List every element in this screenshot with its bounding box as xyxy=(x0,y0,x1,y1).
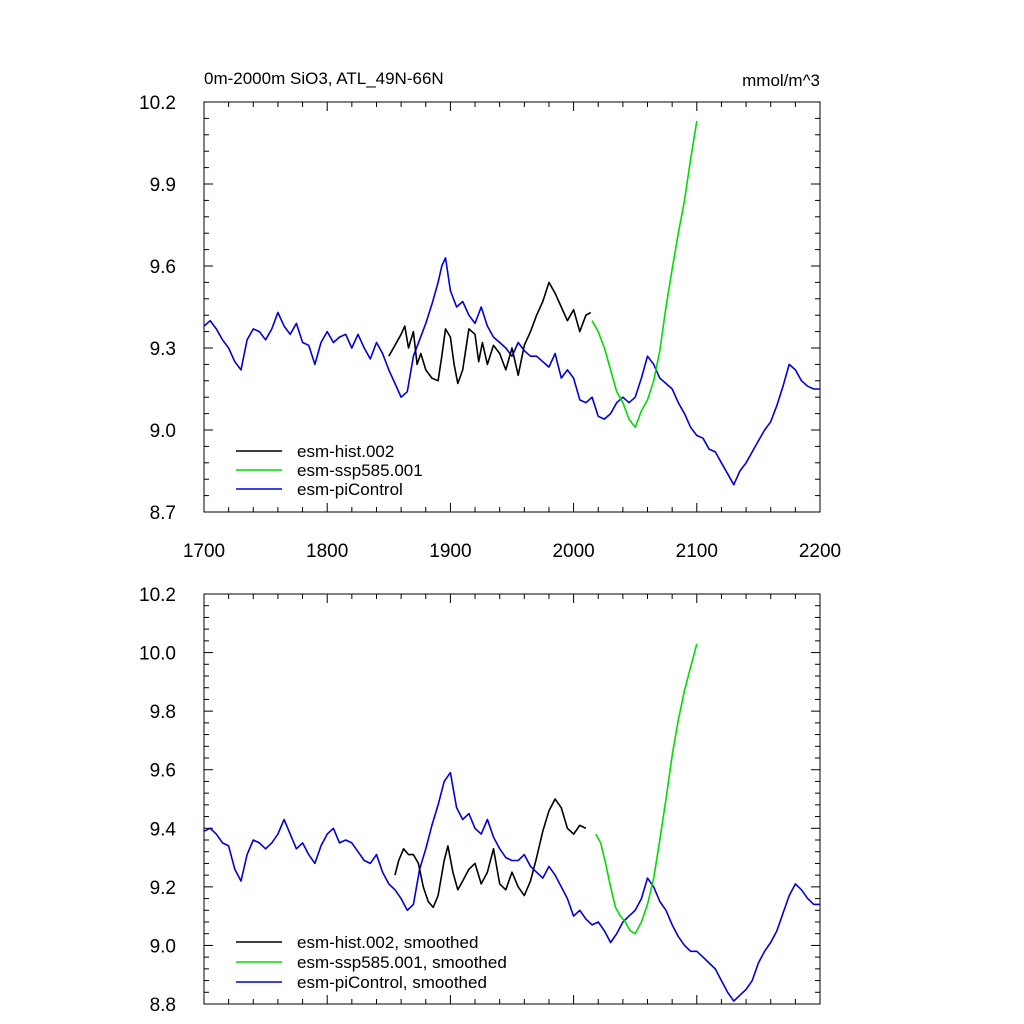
top-y-tick-labels: 8.7 9.0 9.3 9.6 9.9 10.2 xyxy=(139,93,176,524)
y-tick-label: 9.2 xyxy=(150,878,176,899)
series-line-esm-hist-002 xyxy=(394,798,587,909)
legend-label: esm-hist.002, smoothed xyxy=(297,933,478,952)
top-x-tick-labels: 1700 1800 1900 2000 2100 2200 xyxy=(183,541,841,562)
legend-label: esm-piControl, smoothed xyxy=(297,973,487,992)
y-tick-label: 9.8 xyxy=(150,702,176,723)
y-tick-label: 9.4 xyxy=(150,819,177,840)
x-tick-label: 1800 xyxy=(306,541,348,562)
y-tick-label: 10.2 xyxy=(139,585,176,606)
series-line-esm-ssp585-001 xyxy=(595,643,698,935)
top-panel: 0m-2000m SiO3, ATL_49N-66N mmol/m^3 8.7 9… xyxy=(139,69,841,562)
x-tick-label: 2200 xyxy=(799,541,841,562)
bottom-ticks xyxy=(203,593,821,1005)
y-tick-label: 10.2 xyxy=(139,93,176,114)
y-tick-label: 9.3 xyxy=(150,339,176,360)
legend-label: esm-ssp585.001 xyxy=(297,461,423,480)
y-tick-label: 8.7 xyxy=(150,503,176,524)
x-tick-label: 2000 xyxy=(552,541,594,562)
y-tick-label: 10.0 xyxy=(139,644,176,665)
y-tick-label: 9.0 xyxy=(150,936,176,957)
series-line-esm-piControl xyxy=(203,771,820,1002)
legend-label: esm-piControl xyxy=(297,480,403,499)
top-ticks xyxy=(203,101,821,513)
x-tick-label: 1900 xyxy=(429,541,471,562)
top-units-label: mmol/m^3 xyxy=(742,71,820,90)
x-tick-label: 2100 xyxy=(676,541,718,562)
series-line-esm-hist-002 xyxy=(388,281,592,385)
bottom-panel: 8.8 9.0 9.2 9.4 9.6 9.8 10.0 10.2 esm-hist.002,… xyxy=(139,585,821,1016)
series-line-esm-piControl xyxy=(203,256,820,486)
y-tick-label: 8.8 xyxy=(150,995,176,1016)
top-chart-title: 0m-2000m SiO3, ATL_49N-66N xyxy=(204,69,444,88)
top-series-lines xyxy=(203,120,820,486)
series-line-esm-ssp585-001 xyxy=(591,120,698,429)
y-tick-label: 9.6 xyxy=(150,257,176,278)
bottom-plot-frame xyxy=(203,593,821,1005)
y-tick-label: 9.9 xyxy=(150,175,176,196)
y-tick-label: 9.6 xyxy=(150,761,176,782)
y-tick-label: 9.0 xyxy=(150,421,176,442)
top-plot-frame xyxy=(203,101,821,513)
x-tick-label: 1700 xyxy=(183,541,225,562)
bottom-series-lines xyxy=(203,643,820,1002)
legend-label: esm-ssp585.001, smoothed xyxy=(297,953,507,972)
bottom-y-tick-labels: 8.8 9.0 9.2 9.4 9.6 9.8 10.0 10.2 xyxy=(139,585,176,1016)
legend-label: esm-hist.002 xyxy=(297,442,394,461)
